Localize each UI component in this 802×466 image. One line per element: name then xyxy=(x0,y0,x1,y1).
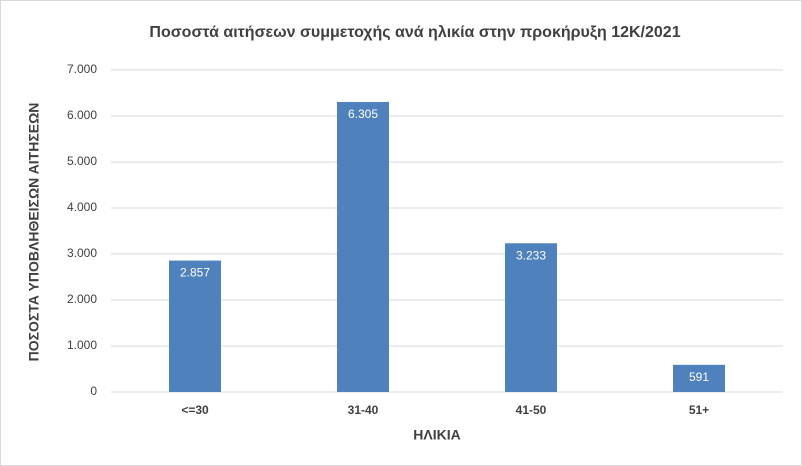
data-label: 591 xyxy=(689,370,709,384)
x-tick-label: 41-50 xyxy=(516,403,547,417)
bar xyxy=(169,260,221,392)
chart-title: Ποσοστά αιτήσεων συμμετοχής ανά ηλικία σ… xyxy=(149,24,680,41)
bar xyxy=(505,243,557,392)
y-tick-label: 1.000 xyxy=(67,338,97,352)
x-tick-label: 51+ xyxy=(689,403,709,417)
data-label: 6.305 xyxy=(348,107,378,121)
bar xyxy=(673,364,725,392)
y-tick-label: 6.000 xyxy=(67,108,97,122)
data-label: 3.233 xyxy=(516,248,546,262)
y-tick-label: 4.000 xyxy=(67,200,97,214)
y-tick-label: 0 xyxy=(90,384,97,398)
y-tick-label: 2.000 xyxy=(67,292,97,306)
y-tick-label: 5.000 xyxy=(67,154,97,168)
data-label: 2.857 xyxy=(180,266,210,280)
x-axis-label: ΗΛΙΚΙΑ xyxy=(413,427,460,443)
y-tick-label: 7.000 xyxy=(67,62,97,76)
x-tick-label: <=30 xyxy=(181,403,209,417)
y-axis-label: ΠΟΣΟΣΤΑ ΥΠΟΒΛΗΘΕΙΣΩΝ ΑΙΤΗΣΕΩΝ xyxy=(26,103,42,362)
y-tick-label: 3.000 xyxy=(67,246,97,260)
bar xyxy=(337,101,389,392)
x-tick-label: 31-40 xyxy=(348,403,379,417)
